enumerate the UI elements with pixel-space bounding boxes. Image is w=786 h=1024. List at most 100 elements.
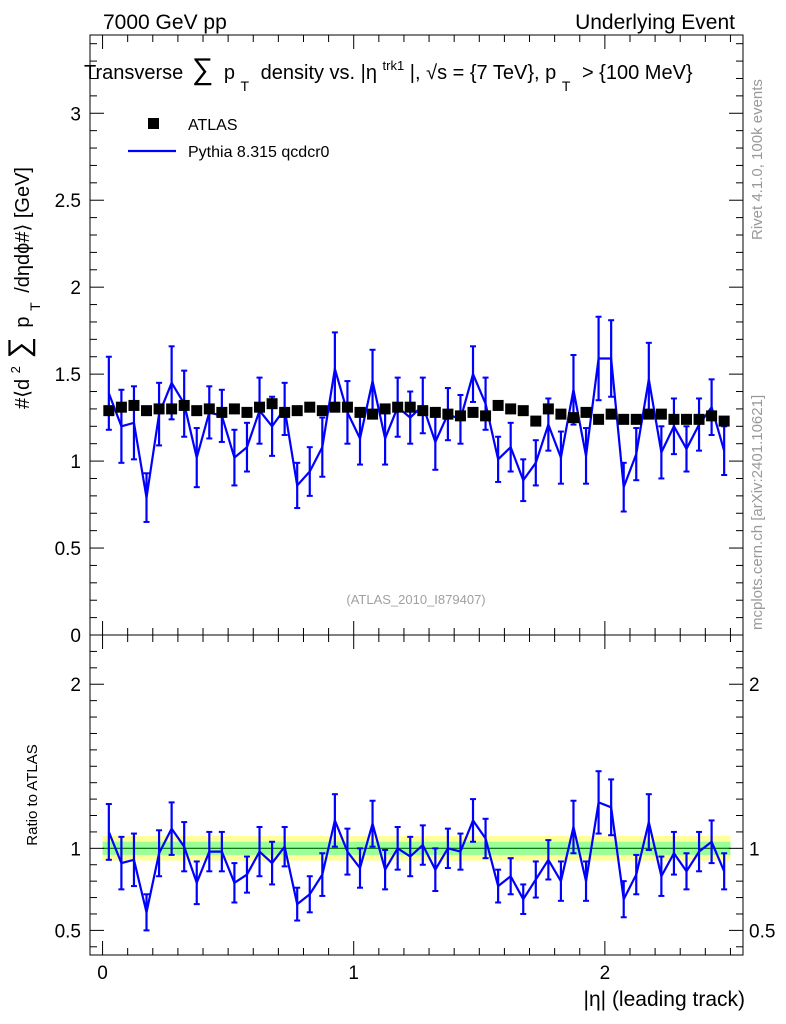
atlas-data-point bbox=[630, 413, 642, 425]
atlas-data-point bbox=[241, 406, 253, 418]
atlas-data-point bbox=[680, 413, 692, 425]
atlas-data-point bbox=[417, 405, 429, 417]
main-y-tick-label: 1.5 bbox=[55, 365, 81, 386]
main-y-tick-label: 2.5 bbox=[55, 191, 81, 212]
atlas-data-point bbox=[404, 401, 416, 413]
atlas-data-point bbox=[291, 405, 303, 417]
atlas-data-point bbox=[392, 401, 404, 413]
main-x-axis-ticks bbox=[102, 35, 731, 635]
atlas-data-point bbox=[655, 408, 667, 420]
atlas-data-point bbox=[467, 406, 479, 418]
atlas-data-point bbox=[542, 403, 554, 415]
x-axis-label: |η| (leading track) bbox=[584, 988, 745, 1011]
atlas-data-point bbox=[706, 410, 718, 422]
ylabel-p: p bbox=[12, 316, 34, 327]
atlas-data-point bbox=[442, 408, 454, 420]
title-sum-glyph: ∑ bbox=[192, 53, 213, 86]
atlas-data-point bbox=[668, 413, 680, 425]
main-panel: 0 0.5 1 1.5 2 2.5 3 bbox=[55, 34, 744, 647]
ylabel-part-b: /dηdϕ#⟩ [GeV] bbox=[12, 167, 34, 293]
atlas-data-point bbox=[103, 405, 115, 417]
atlas-data-point bbox=[128, 399, 140, 411]
main-y-axis: 0 0.5 1 1.5 2 2.5 3 bbox=[55, 43, 743, 647]
header-right: Underlying Event bbox=[575, 11, 735, 34]
mcplots-side-label: mcplots.cern.ch [arXiv:2401.10621] bbox=[749, 395, 766, 630]
main-y-tick-label: 3 bbox=[70, 104, 81, 125]
atlas-data-point bbox=[228, 403, 240, 415]
main-y-label: #⟨d 2 ∑ p T /dηdϕ#⟩ [GeV] bbox=[3, 167, 45, 409]
atlas-data-point bbox=[605, 408, 617, 420]
analysis-watermark: (ATLAS_2010_I879407) bbox=[346, 592, 485, 607]
ratio-y-tick-label: 0.5 bbox=[55, 921, 81, 942]
atlas-data-point bbox=[429, 406, 441, 418]
ylabel-part-a: #⟨d bbox=[12, 379, 34, 409]
header-left: 7000 GeV pp bbox=[103, 11, 227, 34]
atlas-data-point bbox=[643, 408, 655, 420]
atlas-data-point bbox=[166, 403, 178, 415]
atlas-data-point bbox=[191, 405, 203, 417]
atlas-data-point bbox=[555, 408, 567, 420]
atlas-data-point bbox=[593, 413, 605, 425]
title-part-3: density vs. |η bbox=[261, 62, 377, 84]
ylabel-sup: 2 bbox=[8, 366, 23, 373]
atlas-data-point bbox=[354, 406, 366, 418]
atlas-data-point bbox=[153, 403, 165, 415]
ratio-line bbox=[107, 800, 726, 913]
ylabel-sum-glyph: ∑ bbox=[3, 337, 36, 358]
atlas-data-point bbox=[203, 403, 215, 415]
x-tick-label: 2 bbox=[600, 963, 611, 984]
atlas-data-point bbox=[279, 406, 291, 418]
ratio-y-tick-label: 1 bbox=[70, 839, 81, 860]
x-tick-label: 0 bbox=[97, 963, 108, 984]
atlas-data-point bbox=[216, 406, 228, 418]
ratio-panel: 0.5 0.5 1 1 2 2 0 1 2 bbox=[55, 634, 775, 984]
atlas-data-point bbox=[178, 399, 190, 411]
ratio-x-axis: 0 1 2 bbox=[97, 635, 731, 984]
ratio-y-label: Ratio to ATLAS bbox=[24, 744, 41, 845]
atlas-data-point bbox=[316, 405, 328, 417]
legend-label-atlas: ATLAS bbox=[188, 117, 238, 134]
atlas-data-point bbox=[266, 398, 278, 410]
ratio-y-axis: 0.5 0.5 1 1 2 2 bbox=[55, 650, 775, 948]
plot-title: Transverse ∑ p T density vs. |η trk1 |, … bbox=[84, 53, 693, 96]
atlas-data-point bbox=[530, 415, 542, 427]
atlas-data-point bbox=[517, 405, 529, 417]
legend: ATLAS Pythia 8.315 qcdcr0 bbox=[128, 117, 330, 161]
mc-line bbox=[107, 357, 726, 498]
title-sup: trk1 bbox=[383, 58, 405, 73]
atlas-data-point bbox=[115, 401, 127, 413]
atlas-data-point bbox=[304, 401, 316, 413]
atlas-data-point bbox=[492, 399, 504, 411]
ylabel-sub: T bbox=[27, 302, 43, 311]
main-y-tick-label: 0 bbox=[70, 626, 81, 647]
atlas-data-point bbox=[367, 408, 379, 420]
title-part-5: > {100 MeV} bbox=[582, 62, 693, 84]
atlas-data-point bbox=[618, 413, 630, 425]
rivet-side-label: Rivet 4.1.0, 100k events bbox=[749, 79, 766, 240]
legend-label-mc: Pythia 8.315 qcdcr0 bbox=[188, 144, 330, 161]
atlas-data-point bbox=[379, 403, 391, 415]
title-sub-1: T bbox=[241, 78, 250, 94]
atlas-data-point bbox=[505, 403, 517, 415]
atlas-data-point bbox=[718, 415, 730, 427]
title-part-4: |, √s = {7 TeV}, p bbox=[410, 62, 556, 84]
atlas-data-point bbox=[254, 401, 266, 413]
ratio-y-tick-label-right: 0.5 bbox=[749, 921, 775, 942]
ratio-frame bbox=[89, 634, 744, 956]
atlas-data-point bbox=[329, 401, 341, 413]
atlas-data-point bbox=[141, 405, 153, 417]
data-points bbox=[103, 398, 730, 427]
atlas-data-point bbox=[341, 401, 353, 413]
main-y-tick-label: 2 bbox=[70, 278, 81, 299]
atlas-data-point bbox=[693, 413, 705, 425]
ratio-y-tick-label-right: 1 bbox=[749, 839, 760, 860]
title-sub-2: T bbox=[562, 78, 571, 94]
ratio-y-tick-label-right: 2 bbox=[749, 675, 760, 696]
main-y-tick-label: 1 bbox=[70, 452, 81, 473]
atlas-data-point bbox=[480, 410, 492, 422]
atlas-data-point bbox=[567, 412, 579, 424]
title-part-1: Transverse bbox=[84, 62, 183, 84]
x-tick-label: 1 bbox=[348, 963, 359, 984]
main-y-tick-label: 0.5 bbox=[55, 539, 81, 560]
